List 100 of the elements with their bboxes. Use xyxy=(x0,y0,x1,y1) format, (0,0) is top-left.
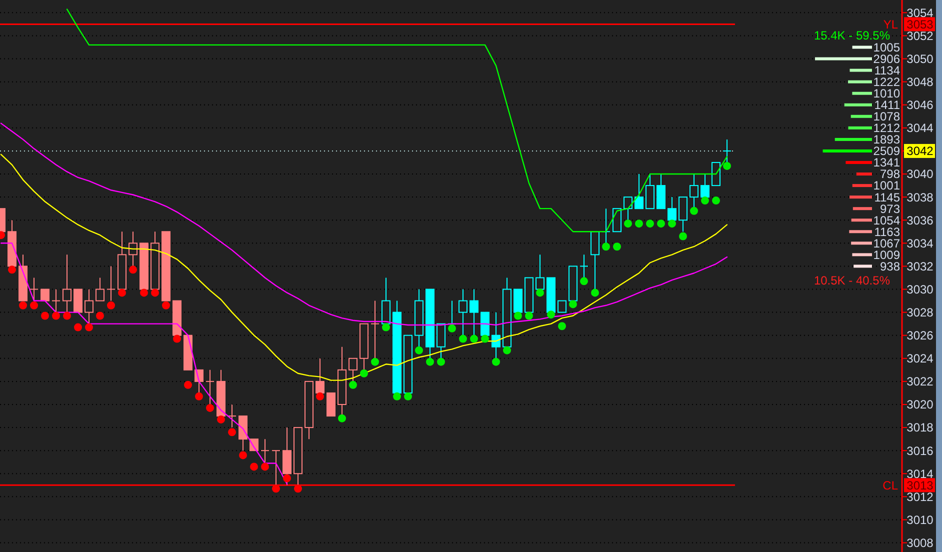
data-label: 1411 xyxy=(874,98,900,112)
bar xyxy=(852,253,872,256)
point xyxy=(382,323,390,332)
point xyxy=(646,220,654,228)
y-tick-label: 3054 xyxy=(906,6,934,20)
point xyxy=(602,242,610,251)
point xyxy=(85,323,93,332)
point xyxy=(613,242,621,251)
point xyxy=(151,288,159,297)
point xyxy=(338,414,346,422)
point xyxy=(481,334,489,343)
data-label: 1001 xyxy=(873,178,900,193)
point xyxy=(591,288,599,297)
bar xyxy=(815,57,872,60)
data-label: 2509 xyxy=(873,144,900,158)
point xyxy=(393,392,401,400)
point xyxy=(437,358,445,366)
point xyxy=(580,277,588,286)
candlestick xyxy=(30,277,38,302)
data-label: 1005 xyxy=(873,40,900,54)
text: 3053 xyxy=(906,17,934,32)
point xyxy=(668,220,676,228)
ref-line-label: CL xyxy=(882,478,898,492)
point xyxy=(173,334,181,343)
bar xyxy=(854,264,872,268)
point xyxy=(283,474,291,482)
y-tick-label: 3050 xyxy=(906,52,934,66)
y-tick-label: 3020 xyxy=(906,398,934,412)
y-tick-label: 3028 xyxy=(906,306,934,320)
y-tick-label: 3016 xyxy=(906,444,934,458)
bar xyxy=(846,160,872,164)
data-label: 1145 xyxy=(874,190,900,204)
data-label: 1010 xyxy=(873,86,900,101)
point xyxy=(558,322,566,330)
bar xyxy=(852,46,872,49)
bar xyxy=(852,207,872,210)
bar xyxy=(856,172,872,176)
y-tick-label: 3034 xyxy=(906,236,934,250)
point xyxy=(74,323,82,332)
point xyxy=(723,162,731,170)
y-tick-label: 3052 xyxy=(906,28,934,43)
y-tick-label: 3012 xyxy=(906,490,934,504)
y-tick-label: 3030 xyxy=(906,282,934,296)
point xyxy=(448,324,456,332)
point xyxy=(415,346,423,354)
bar xyxy=(850,68,872,72)
point xyxy=(52,312,60,320)
y-tick-label: 3014 xyxy=(906,466,934,481)
data-label: 798 xyxy=(880,167,900,182)
point xyxy=(96,312,104,320)
bar xyxy=(844,103,872,106)
data-label: 1163 xyxy=(874,224,900,239)
bar xyxy=(848,126,872,130)
point xyxy=(272,484,280,493)
data-label: 1078 xyxy=(873,110,900,124)
candlestick xyxy=(74,288,82,313)
point xyxy=(206,404,214,412)
bar xyxy=(822,149,872,152)
point xyxy=(294,484,302,493)
point xyxy=(316,392,324,400)
annotation: 10.5K - 40.5% xyxy=(814,273,890,288)
y-tick-label: 3040 xyxy=(906,167,934,182)
point xyxy=(404,392,412,400)
point xyxy=(536,288,544,297)
point xyxy=(371,358,379,366)
candlestick xyxy=(238,416,248,452)
bar xyxy=(850,196,872,199)
point xyxy=(701,196,709,205)
y-tick-label: 3026 xyxy=(906,328,934,343)
y-tick-label: 3018 xyxy=(906,420,934,435)
point xyxy=(525,312,533,320)
point xyxy=(217,415,225,424)
y-tick-label: 3038 xyxy=(906,190,934,204)
bar xyxy=(850,114,872,118)
point xyxy=(547,310,555,319)
point xyxy=(569,300,577,308)
data-label: 973 xyxy=(880,202,900,216)
point xyxy=(360,369,368,378)
point xyxy=(184,380,192,389)
y-tick-label: 3042 xyxy=(906,144,934,158)
text: 3013 xyxy=(906,478,934,492)
data-label: 938 xyxy=(880,259,900,274)
bar xyxy=(852,184,872,188)
y-tick-label: 3046 xyxy=(906,98,934,112)
point xyxy=(261,462,269,471)
point xyxy=(228,428,236,436)
point xyxy=(250,462,258,471)
candlestick xyxy=(260,438,270,463)
y-tick-label: 3024 xyxy=(906,352,934,366)
point xyxy=(514,312,522,320)
point xyxy=(459,334,467,343)
point xyxy=(162,301,170,310)
candlestick xyxy=(678,196,688,232)
candlestick xyxy=(228,404,236,428)
data-label: 1009 xyxy=(873,248,900,262)
y-tick-label: 3044 xyxy=(906,121,934,136)
point xyxy=(690,206,698,215)
y-tick-label: 3036 xyxy=(906,213,934,228)
data-label: 1212 xyxy=(873,121,900,136)
point xyxy=(63,312,71,320)
